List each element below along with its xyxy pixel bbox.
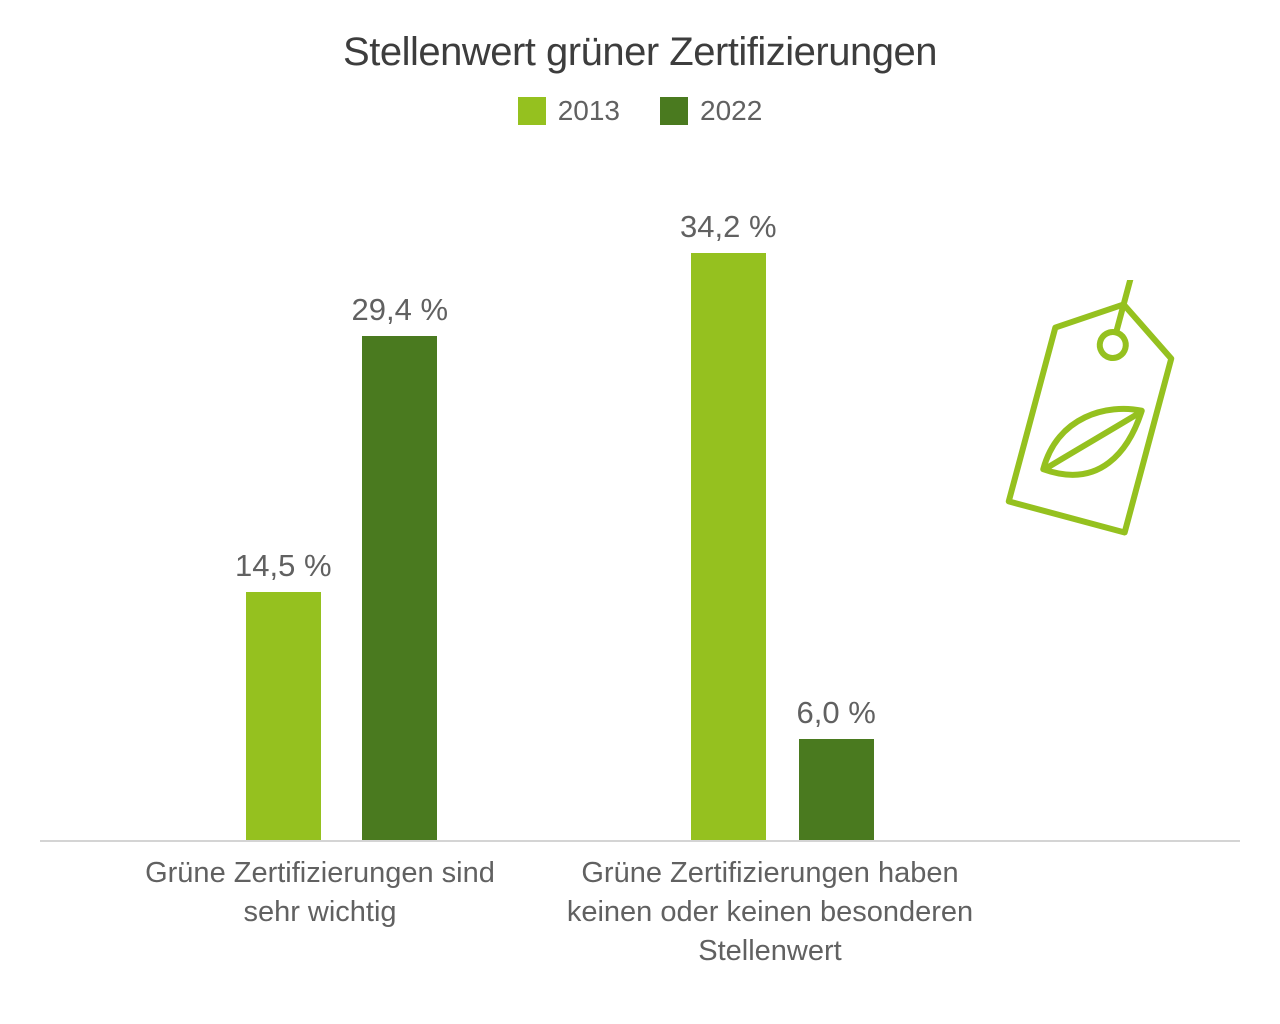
bar-0-0: [246, 592, 321, 842]
category-labels: Grüne Zertifizierungen sind sehr wichtig…: [40, 854, 1240, 984]
legend-swatch-2013: [518, 97, 546, 125]
chart-container: Stellenwert grüner Zertifizierungen 2013…: [0, 0, 1280, 1024]
legend-swatch-2022: [660, 97, 688, 125]
bar-group-1: 34,2 % 6,0 %: [680, 209, 876, 842]
bar-1-0: [691, 253, 766, 842]
x-axis-line: [40, 840, 1240, 842]
bar-wrap-0-0: 14,5 %: [235, 548, 332, 842]
bar-group-0: 14,5 % 29,4 %: [235, 292, 448, 842]
chart-legend: 2013 2022: [518, 95, 763, 127]
chart-title: Stellenwert grüner Zertifizierungen: [343, 30, 937, 75]
bar-wrap-1-0: 34,2 %: [680, 209, 777, 842]
legend-label-2013: 2013: [558, 95, 620, 127]
bar-value-1-0: 34,2 %: [680, 209, 777, 245]
legend-item-2022: 2022: [660, 95, 762, 127]
eco-tag-icon: [960, 280, 1220, 580]
bar-value-0-1: 29,4 %: [352, 292, 449, 328]
bar-wrap-0-1: 29,4 %: [352, 292, 449, 842]
category-label-1: Grüne Zertifizierungen haben keinen oder…: [540, 854, 1000, 971]
legend-label-2022: 2022: [700, 95, 762, 127]
category-label-0: Grüne Zertifizierungen sind sehr wichtig: [135, 854, 505, 932]
bar-1-1: [799, 739, 874, 842]
bar-value-0-0: 14,5 %: [235, 548, 332, 584]
bar-value-1-1: 6,0 %: [797, 695, 876, 731]
bar-wrap-1-1: 6,0 %: [797, 695, 876, 842]
legend-item-2013: 2013: [518, 95, 620, 127]
eco-tag-svg: [960, 280, 1220, 580]
bar-0-1: [362, 336, 437, 842]
